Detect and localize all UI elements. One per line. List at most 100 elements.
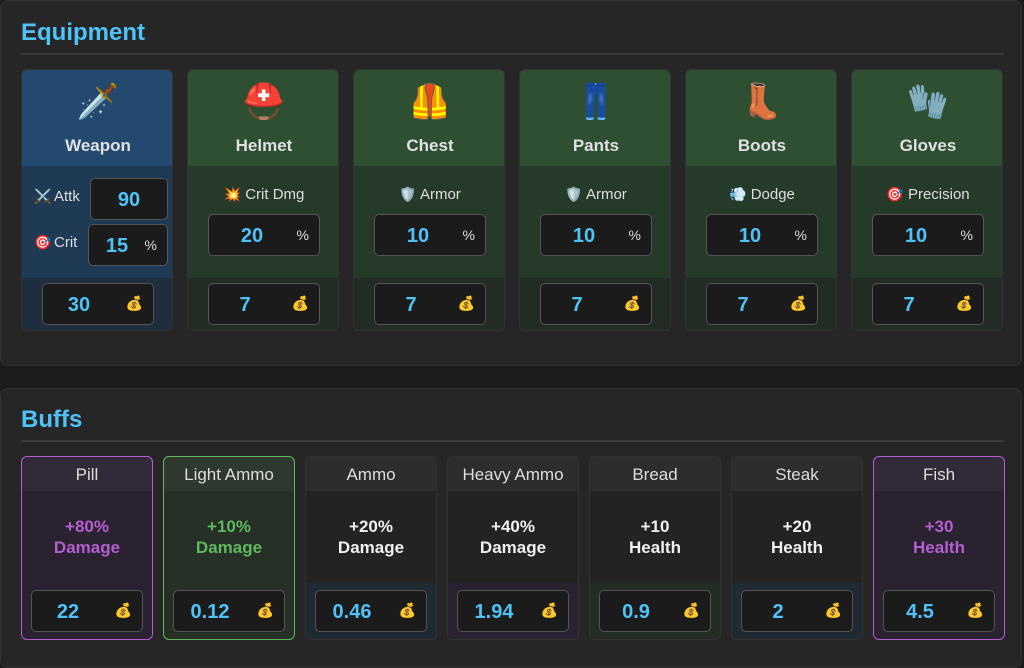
stat-input[interactable]: 10%: [540, 214, 652, 256]
buff-card[interactable]: Pill +80% Damage 22 💰: [21, 456, 153, 640]
buff-stat: Damage: [479, 538, 547, 557]
stat-icon: 🎯: [886, 186, 904, 202]
buff-name: Light Ammo: [184, 465, 274, 484]
buff-footer: 0.9 💰: [590, 583, 720, 639]
stat-input[interactable]: 20%: [208, 214, 320, 256]
stat-input[interactable]: 15%: [88, 224, 168, 266]
stat-unit: %: [462, 227, 475, 243]
buff-effect: +10%: [207, 517, 251, 536]
buff-header: [590, 457, 720, 491]
stat-icon: 💨: [729, 186, 747, 202]
cost-value: 1.94: [474, 601, 514, 623]
cost-icon: 💰: [457, 295, 475, 311]
cost-box[interactable]: 7 💰: [208, 283, 320, 325]
slot-icon: ⛑️: [242, 83, 286, 121]
cost-box[interactable]: 0.12 💰: [173, 590, 285, 632]
stat-icon: 💥: [223, 186, 242, 202]
stat-row: 💥 Crit Dmg: [188, 186, 338, 203]
cost-icon: 💰: [114, 602, 132, 618]
cost-box[interactable]: 0.46 💰: [315, 590, 427, 632]
buff-card[interactable]: Bread +10 Health 0.9 💰: [589, 456, 721, 640]
buff-stat: Damage: [53, 538, 121, 557]
stat-value: 10: [738, 225, 762, 247]
card-header: ⛑️ Helmet: [188, 70, 338, 166]
cost-box[interactable]: 22 💰: [31, 590, 143, 632]
buff-header: [448, 457, 578, 491]
stat-icon: 🛡️: [399, 186, 417, 202]
stat-unit: %: [144, 237, 157, 253]
buff-card[interactable]: Steak +20 Health 2 💰: [731, 456, 863, 640]
equipment-card: 🧤 Gloves 🎯 Precision 10% 7 💰: [851, 69, 1003, 331]
stat-input[interactable]: 10%: [374, 214, 486, 256]
section-title: Buffs: [21, 406, 83, 433]
cost-value: 0.12: [190, 601, 230, 623]
slot-icon: 🧤: [906, 83, 950, 121]
cost-box[interactable]: 4.5 💰: [883, 590, 995, 632]
card-footer: 7 💰: [686, 278, 836, 330]
slot-name: Boots: [737, 136, 787, 155]
cost-box[interactable]: 7 💰: [706, 283, 818, 325]
cost-icon: 💰: [398, 602, 416, 618]
equipment-card: 👖 Pants 🛡️ Armor 10% 7 💰: [519, 69, 671, 331]
cost-icon: 💰: [789, 295, 807, 311]
stat-label: Crit Dmg: [241, 186, 305, 203]
buff-stat: Damage: [337, 538, 405, 557]
card-header: 🧤 Gloves: [852, 70, 1002, 166]
cost-value: 7: [571, 294, 583, 316]
cost-value: 0.9: [622, 601, 650, 623]
stat-value: 10: [572, 225, 596, 247]
buff-header: [874, 457, 1004, 491]
stat-row: 🎯 Precision: [852, 186, 1002, 203]
slot-icon: 🗡️: [76, 83, 120, 121]
stat-label: Attk: [54, 188, 80, 205]
card-stats: 💨 Dodge 10%: [686, 166, 836, 278]
stat-row: 🛡️ Armor: [354, 186, 504, 203]
stat-input[interactable]: 10%: [872, 214, 984, 256]
buff-footer: 2 💰: [732, 583, 862, 639]
buff-card[interactable]: Heavy Ammo +40% Damage 1.94 💰: [447, 456, 579, 640]
slot-icon: 👢: [740, 83, 784, 121]
equipment-card: 🗡️ Weapon ⚔️ Attk 90 🎯 Crit 15% 30 💰: [21, 69, 173, 331]
buff-stat: Health: [771, 538, 823, 557]
cost-box[interactable]: 0.9 💰: [599, 590, 711, 632]
stat-input[interactable]: 90: [90, 178, 168, 220]
buffs-panel: Buffs Pill +80% Damage 22 💰 Light Ammo +10% Dama…: [0, 388, 1022, 668]
buff-effect: +20%: [349, 517, 393, 536]
card-header: 👖 Pants: [520, 70, 670, 166]
buff-footer: 1.94 💰: [448, 583, 578, 639]
card-stats: 🛡️ Armor 10%: [520, 166, 670, 278]
slot-name: Pants: [572, 136, 620, 155]
cost-box[interactable]: 7 💰: [374, 283, 486, 325]
card-footer: 7 💰: [852, 278, 1002, 330]
stat-input[interactable]: 10%: [706, 214, 818, 256]
slot-name: Helmet: [235, 136, 293, 155]
cost-value: 7: [737, 294, 749, 316]
stat-unit: %: [296, 227, 309, 243]
stat-icon: 🎯: [34, 234, 52, 250]
buff-card[interactable]: Light Ammo +10% Damage 0.12 💰: [163, 456, 295, 640]
equipment-card: ⛑️ Helmet 💥 Crit Dmg 20% 7 💰: [187, 69, 339, 331]
cost-value: 7: [903, 294, 915, 316]
cost-box[interactable]: 1.94 💰: [457, 590, 569, 632]
cost-icon: 💰: [291, 295, 309, 311]
card-footer: 7 💰: [520, 278, 670, 330]
buff-header: [306, 457, 436, 491]
buff-card[interactable]: Ammo +20% Damage 0.46 💰: [305, 456, 437, 640]
cost-value: 7: [405, 294, 417, 316]
equipment-card: 🦺 Chest 🛡️ Armor 10% 7 💰: [353, 69, 505, 331]
stat-unit: %: [628, 227, 641, 243]
cost-box[interactable]: 2 💰: [741, 590, 853, 632]
slot-icon: 👖: [574, 83, 618, 121]
buff-card[interactable]: Fish +30 Health 4.5 💰: [873, 456, 1005, 640]
cost-box[interactable]: 7 💰: [872, 283, 984, 325]
stat-icon: 🛡️: [565, 186, 583, 202]
buff-stat: Damage: [195, 538, 263, 557]
cost-icon: 💰: [966, 602, 984, 618]
buff-name: Ammo: [346, 465, 396, 484]
cost-box[interactable]: 7 💰: [540, 283, 652, 325]
cost-icon: 💰: [955, 295, 973, 311]
cost-box[interactable]: 30 💰: [42, 283, 154, 325]
stat-value: 10: [406, 225, 430, 247]
buff-name: Heavy Ammo: [462, 465, 564, 484]
